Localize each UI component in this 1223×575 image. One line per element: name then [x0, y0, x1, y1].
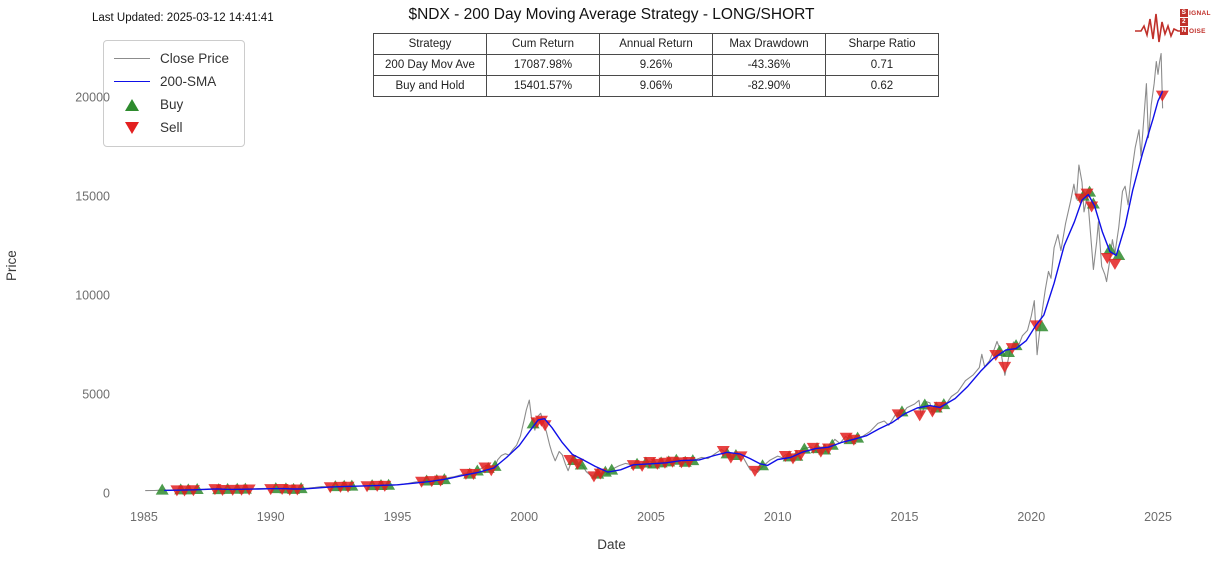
sell-marker	[186, 485, 200, 497]
sell-marker	[378, 480, 392, 492]
legend-label: Sell	[160, 120, 183, 135]
table-row: Buy and Hold 15401.57% 9.06% -82.90% 0.6…	[373, 75, 939, 97]
legend-label: 200-SMA	[160, 74, 217, 89]
cell-sharpe-ratio: 0.62	[825, 75, 939, 97]
cell-max-drawdown: -82.90%	[712, 75, 826, 97]
sell-marker	[847, 434, 861, 446]
sell-marker	[478, 462, 492, 474]
logo-text: S IGNAL 2 N OISE	[1180, 9, 1211, 36]
x-tick-label: 2025	[1144, 510, 1172, 524]
x-tick-label: 1990	[257, 510, 285, 524]
sell-marker	[786, 453, 800, 465]
sell-marker	[290, 484, 304, 496]
sell-marker	[178, 485, 192, 497]
sell-marker	[794, 450, 808, 462]
sell-marker	[593, 468, 607, 480]
ekg-waveform-icon	[1135, 13, 1182, 43]
last-updated-text: Last Updated: 2025-03-12 14:41:41	[92, 12, 274, 24]
sell-marker	[1155, 90, 1169, 102]
legend-item-sell: Sell	[112, 116, 236, 139]
legend-item-close-price: Close Price	[112, 47, 236, 70]
sell-marker	[1080, 188, 1094, 200]
table-header-row: Strategy Cum Return Annual Return Max Dr…	[373, 33, 939, 55]
logo-word-ignal: IGNAL	[1189, 10, 1211, 17]
page-title: $NDX - 200 Day Moving Average Strategy -…	[408, 6, 815, 23]
sell-marker	[913, 410, 927, 422]
sell-triangle-icon	[112, 121, 152, 134]
chart-legend: Close Price 200-SMA Buy Sell	[103, 40, 245, 147]
x-tick-label: 2010	[764, 510, 792, 524]
sell-marker	[891, 409, 905, 421]
sell-marker	[989, 350, 1003, 362]
sell-marker	[242, 484, 256, 496]
logo-letter-2: 2	[1180, 18, 1188, 27]
sell-marker	[264, 484, 278, 496]
x-tick-label: 1985	[130, 510, 158, 524]
cell-annual-return: 9.06%	[599, 75, 713, 97]
x-axis-label: Date	[597, 537, 626, 552]
cell-cum-return: 15401.57%	[486, 75, 600, 97]
cell-strategy-name: 200 Day Mov Ave	[373, 54, 487, 76]
sell-marker	[563, 454, 577, 466]
sell-marker	[748, 465, 762, 477]
legend-item-sma: 200-SMA	[112, 70, 236, 93]
legend-label: Buy	[160, 97, 184, 112]
close-price-line-icon	[112, 58, 152, 59]
x-tick-label: 2000	[510, 510, 538, 524]
logo-letter-s: S	[1180, 9, 1188, 18]
strategy-stats-table: Strategy Cum Return Annual Return Max Dr…	[373, 33, 939, 97]
buy-triangle-icon	[112, 98, 152, 111]
y-tick-label: 5000	[82, 388, 110, 402]
col-strategy: Strategy	[373, 33, 487, 55]
sell-marker	[998, 361, 1012, 373]
sell-marker	[814, 446, 828, 458]
sell-marker	[226, 484, 240, 496]
sell-marker	[1100, 252, 1114, 264]
buy-marker	[1035, 320, 1049, 332]
y-tick-label: 10000	[75, 289, 110, 303]
legend-item-buy: Buy	[112, 93, 236, 116]
y-tick-label: 20000	[75, 91, 110, 105]
y-tick-label: 15000	[75, 190, 110, 204]
cell-sharpe-ratio: 0.71	[825, 54, 939, 76]
buy-marker	[155, 483, 169, 495]
sell-marker	[341, 481, 355, 493]
buy-marker	[1001, 346, 1015, 358]
legend-label: Close Price	[160, 51, 230, 66]
sma-line-icon	[112, 81, 152, 82]
sell-marker	[716, 446, 730, 458]
signal2noise-logo: S IGNAL 2 N OISE	[1133, 6, 1219, 48]
close-price-line	[145, 52, 1164, 492]
logo-word-oise: OISE	[1189, 28, 1206, 35]
x-tick-label: 1995	[384, 510, 412, 524]
sell-marker	[570, 458, 584, 470]
sell-marker	[360, 481, 374, 493]
x-tick-label: 2005	[637, 510, 665, 524]
sell-marker	[467, 469, 481, 481]
x-tick-label: 2020	[1017, 510, 1045, 524]
y-axis-label: Price	[4, 250, 19, 281]
y-tick-label: 0	[103, 487, 110, 501]
sell-marker	[1108, 258, 1122, 270]
sell-marker	[806, 442, 820, 454]
sma-line	[164, 90, 1164, 492]
x-tick-label: 2015	[891, 510, 919, 524]
cell-strategy-name: Buy and Hold	[373, 75, 487, 97]
buy-marker	[1112, 249, 1126, 261]
sell-marker	[626, 460, 640, 472]
sell-marker	[216, 485, 230, 497]
buy-marker	[1103, 243, 1117, 255]
sell-marker	[925, 406, 939, 418]
sell-marker	[1085, 201, 1099, 213]
logo-letter-n: N	[1180, 27, 1188, 36]
sell-marker	[434, 475, 448, 487]
sell-marker	[1074, 193, 1088, 205]
sell-marker	[724, 452, 738, 464]
sell-marker	[650, 458, 664, 470]
